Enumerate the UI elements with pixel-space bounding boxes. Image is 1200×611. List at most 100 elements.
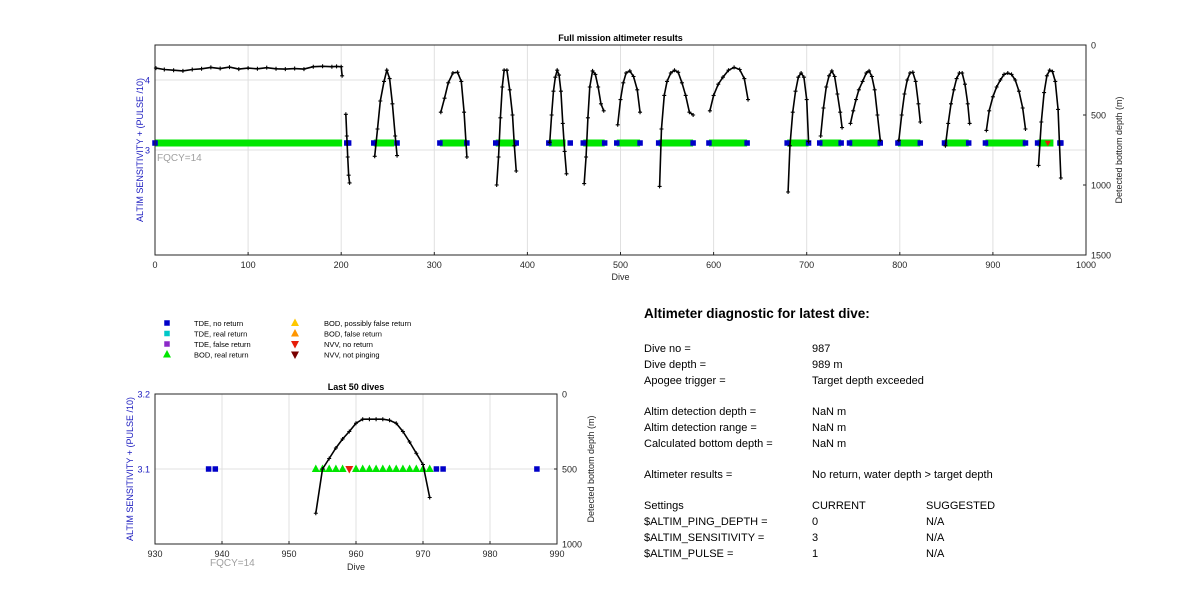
tde-no-return-marker: [917, 140, 924, 146]
bottom-depth-point: [621, 80, 626, 85]
bottom-depth-point: [340, 73, 345, 78]
tde-no-return-marker: [838, 140, 844, 146]
bod-real-return-marker: [658, 139, 694, 147]
last-50-dives-chart: 930 940 950 960 970 980 990 3.1 3.2 0 500 1000 Last …: [125, 382, 596, 572]
bottom-depth-point: [1044, 73, 1049, 78]
bottom-depth-point: [208, 65, 213, 70]
bod-real-return-marker: [849, 139, 881, 147]
bottom-depth-point: [967, 121, 972, 126]
bottom-depth-line: [315, 418, 431, 514]
bottom-depth-point: [560, 121, 565, 126]
bod-real-return-marker: [311, 464, 320, 473]
nvv-no-return-marker: [345, 465, 354, 474]
bottom-depth-point: [378, 99, 383, 103]
bod-real-return-marker: [425, 464, 434, 473]
bottom-depth-point: [1020, 106, 1025, 110]
tde-no-return-marker: [941, 140, 948, 146]
bottom-depth-point: [320, 64, 325, 69]
bottom-depth-point: [848, 121, 853, 126]
bottom-depth-line: [709, 66, 749, 111]
bottom-depth-line: [898, 71, 922, 141]
pulse-label: $ALTIM_PULSE =: [644, 548, 734, 560]
altimeter-results-label: Altimeter results =: [644, 469, 733, 481]
y-right-axis-label: Detected bottom depth (m): [586, 415, 596, 522]
bottom-depth-line: [440, 71, 468, 158]
ping-depth-label: $ALTIM_PING_DEPTH =: [644, 516, 768, 528]
bottom-depth-point: [327, 456, 332, 461]
bottom-depth-point: [384, 68, 389, 73]
y-right-tick-label: 500: [562, 465, 577, 475]
bottom-depth-point: [585, 115, 590, 120]
apogee-trigger-label: Apogee trigger =: [644, 375, 726, 387]
x-tick-label: 960: [348, 549, 363, 559]
bottom-depth-point: [1053, 79, 1058, 84]
bottom-depth-point: [835, 92, 840, 96]
bottom-depth-point: [582, 181, 587, 186]
bottom-depth-point: [344, 134, 349, 138]
tde-no-return-marker: [655, 140, 662, 146]
dive-no-label: Dive no =: [644, 343, 691, 355]
bottom-depth-point: [549, 113, 554, 117]
bottom-depth-point: [726, 68, 731, 73]
tde-no-return-marker: [1058, 140, 1064, 146]
bottom-depth-point: [902, 92, 907, 96]
bottom-depth-value: NaN m: [812, 438, 847, 450]
tde-no-return-marker: [637, 140, 643, 146]
chart-title: Last 50 dives: [328, 382, 385, 392]
bottom-depth-point: [340, 437, 345, 441]
bottom-depth-point: [990, 94, 995, 99]
bottom-depth-point: [869, 74, 874, 79]
tde-no-return-marker: [965, 140, 972, 146]
bottom-depth-point: [665, 79, 670, 84]
bottom-depth-point: [1047, 68, 1052, 73]
bottom-depth-point: [872, 87, 877, 92]
bottom-depth-point: [246, 66, 251, 71]
bottom-depth-point: [618, 97, 623, 102]
x-tick-label: 1000: [1076, 260, 1096, 270]
sensitivity-label: $ALTIM_SENSITIVITY =: [644, 532, 765, 544]
bottom-depth-point: [829, 68, 834, 73]
bottom-depth-point: [514, 169, 519, 173]
bottom-depth-line: [616, 69, 641, 125]
bottom-depth-point: [333, 446, 338, 450]
bottom-depth-point: [199, 66, 204, 71]
bottom-depth-point: [998, 78, 1003, 82]
bottom-depth-point: [557, 73, 562, 78]
bod-real-return-marker: [583, 139, 605, 147]
bottom-depth-point: [711, 93, 716, 98]
dive-depth-label: Dive depth =: [644, 359, 707, 371]
altimeter-diagnostic-panel: Altimeter diagnostic for latest dive: Di…: [644, 306, 1164, 562]
bottom-depth-point: [910, 70, 915, 75]
bottom-depth-point: [394, 421, 399, 426]
y-left-axis-label: ALTIM SENSITIVITY + (PULSE /10): [125, 397, 135, 541]
bottom-depth-point: [343, 112, 348, 117]
bottom-depth-point: [965, 101, 970, 106]
bottom-depth-line: [944, 72, 971, 146]
altimeter-results-row: Altimeter results = No return, water dep…: [644, 467, 1164, 483]
nvv-not-pinging-legend-marker: [291, 351, 299, 360]
apogee-trigger-value: Target depth exceeded: [812, 375, 924, 387]
bottom-depth-line: [583, 69, 605, 184]
bod-real-return-marker: [1037, 139, 1054, 147]
bottom-depth-point: [875, 113, 880, 117]
legend-label: BOD, false return: [324, 330, 382, 339]
bottom-depth-point: [1002, 72, 1007, 77]
bod-real-return-marker: [495, 139, 517, 147]
bottom-depth-point: [313, 511, 318, 516]
bottom-depth-point: [512, 143, 517, 148]
bottom-depth-point: [949, 101, 954, 106]
bod-real-return-marker: [944, 139, 969, 147]
bottom-depth-point: [1005, 71, 1010, 75]
x-tick-label: 400: [520, 260, 535, 270]
nvv-no-return-legend-marker: [291, 340, 299, 349]
bottom-depth-point: [987, 108, 992, 113]
tde-no-return-marker: [534, 466, 540, 472]
bottom-depth-point: [236, 67, 241, 72]
settings-label: Settings: [644, 500, 684, 512]
legend-label: NVV, no return: [324, 340, 373, 349]
bottom-depth-point: [659, 127, 664, 131]
bottom-depth-point: [438, 110, 443, 115]
bottom-depth-point: [913, 79, 918, 84]
ping-depth-row: $ALTIM_PING_DEPTH = 0 N/A: [644, 514, 1164, 530]
bottom-depth-point: [171, 68, 176, 73]
